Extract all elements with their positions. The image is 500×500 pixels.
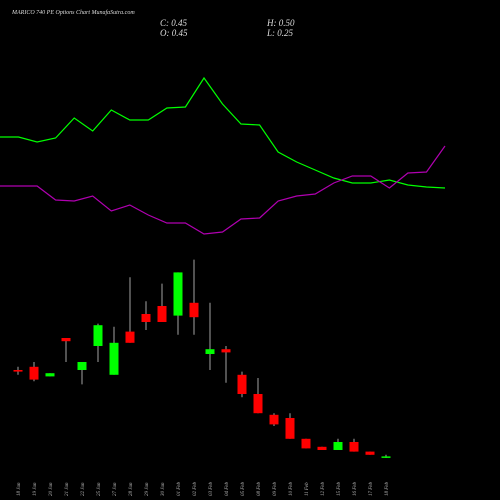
- x-tick-label: 16 Feb: [353, 481, 358, 496]
- candle-body: [29, 366, 39, 380]
- chart-title: MARICO 740 PE Options Chart MunafaSutra.…: [11, 9, 135, 16]
- candle-body: [157, 306, 167, 322]
- candle-body: [77, 362, 87, 370]
- indicator-line: [0, 76, 446, 189]
- x-tick-label: 22 Jan: [81, 482, 86, 496]
- x-tick-label: 03 Feb: [209, 481, 214, 496]
- x-tick-label: 18 Feb: [385, 481, 390, 496]
- x-tick-label: 02 Feb: [193, 481, 198, 496]
- candle-body: [365, 451, 375, 455]
- x-tick-label: 09 Feb: [273, 481, 278, 496]
- candle-body: [381, 456, 391, 458]
- candle-body: [109, 342, 119, 375]
- candle-body: [285, 418, 295, 439]
- x-tick-label: 01 Feb: [177, 481, 182, 496]
- x-tick-label: 28 Jan: [129, 482, 134, 496]
- candle-body: [269, 414, 279, 425]
- header-close: C: 0.45: [160, 18, 188, 28]
- x-tick-label: 05 Feb: [241, 481, 246, 496]
- candle-body: [141, 314, 151, 322]
- x-tick-label: 20 Jan: [49, 482, 54, 496]
- candle-body: [93, 325, 103, 346]
- candle-body: [301, 438, 311, 449]
- x-tick-label: 18 Jan: [17, 482, 22, 496]
- x-tick-label: 15 Feb: [337, 481, 342, 496]
- x-tick-label: 12 Feb: [321, 481, 326, 496]
- candle-body: [237, 374, 247, 394]
- x-tick-label: 19 Jan: [33, 482, 38, 496]
- x-tick-label: 21 Jan: [65, 482, 70, 496]
- candle-body: [253, 394, 263, 414]
- candle-body: [349, 442, 359, 452]
- x-tick-label: 11 Feb: [305, 482, 310, 496]
- x-tick-label: 30 Jan: [161, 482, 166, 496]
- candle-body: [13, 370, 23, 372]
- x-tick-label: 04 Feb: [225, 481, 230, 496]
- x-tick-label: 10 Feb: [289, 481, 294, 496]
- candle-body: [173, 272, 183, 316]
- candle-body: [125, 331, 135, 343]
- candle-body: [333, 442, 343, 450]
- header-high: H: 0.50: [266, 18, 295, 28]
- candle-body: [189, 302, 199, 318]
- candle-body: [45, 373, 55, 377]
- header-open: O: 0.45: [160, 28, 188, 38]
- x-tick-label: 17 Feb: [369, 481, 374, 496]
- candle-body: [221, 349, 231, 353]
- candle-body: [317, 446, 327, 450]
- header-low: L: 0.25: [266, 28, 294, 38]
- x-tick-label: 25 Jan: [97, 482, 102, 496]
- x-tick-label: 29 Jan: [145, 482, 150, 496]
- x-tick-label: 08 Feb: [257, 481, 262, 496]
- candle-body: [61, 338, 71, 342]
- candle-body: [205, 349, 215, 354]
- indicator-line: [0, 145, 446, 235]
- x-tick-label: 27 Jan: [113, 482, 118, 496]
